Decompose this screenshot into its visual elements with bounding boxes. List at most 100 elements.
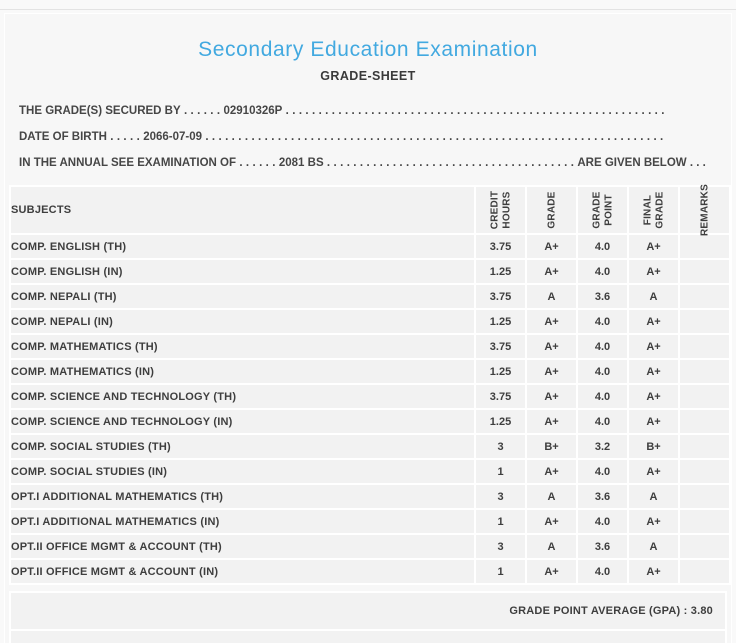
remarks-cell — [678, 408, 731, 435]
final-grade-cell: A+ — [627, 558, 680, 585]
grade-cell: A+ — [525, 358, 578, 385]
final-grade-cell: A — [627, 283, 680, 310]
remarks-cell — [678, 558, 731, 585]
final-grade-cell: A+ — [627, 233, 680, 260]
grade-point-cell: 4.0 — [576, 408, 629, 435]
grade-cell: B+ — [525, 433, 578, 460]
final-grade-cell: A+ — [627, 458, 680, 485]
credit-hours-cell: 1 — [474, 508, 527, 535]
credit-hours-cell: 1.25 — [474, 408, 527, 435]
remarks-cell — [678, 308, 731, 335]
grade-cell: A+ — [525, 308, 578, 335]
grade-sheet-panel: Secondary Education Examination GRADE-SH… — [4, 13, 732, 643]
grade-point-cell: 4.0 — [576, 508, 629, 535]
remarks-cell — [678, 433, 731, 460]
credit-hours-cell: 1.25 — [474, 258, 527, 285]
remarks-cell — [678, 358, 731, 385]
subject-cell: COMP. NEPALI (TH) — [9, 283, 476, 310]
credit-hours-cell: 3.75 — [474, 233, 527, 260]
subject-cell: OPT.II OFFICE MGMT & ACCOUNT (IN) — [9, 558, 476, 585]
grades-table-body: COMP. ENGLISH (TH) 3.75 A+ 4.0 A+ COMP. ENGLI… — [9, 233, 731, 585]
subject-cell: COMP. SOCIAL STUDIES (IN) — [9, 458, 476, 485]
page-title: Secondary Education Examination — [198, 38, 538, 61]
final-grade-cell: B+ — [627, 433, 680, 460]
date-of-birth-value: 2066-07-09 — [143, 131, 203, 143]
page-subtitle: GRADE-SHEET — [320, 69, 416, 83]
credit-hours-cell: 1 — [474, 558, 527, 585]
grade-cell: A+ — [525, 233, 578, 260]
table-row: OPT.I ADDITIONAL MATHEMATICS (IN) 1 A+ 4.0 A… — [9, 508, 731, 535]
subject-cell: COMP. ENGLISH (IN) — [9, 258, 476, 285]
grades-table: SUBJECTS CREDIT HOURS GRADE GRADE POINT … — [9, 184, 731, 585]
table-row: OPT.I ADDITIONAL MATHEMATICS (TH) 3 A 3.6 A — [9, 483, 731, 510]
remarks-cell — [678, 508, 731, 535]
examination-year-value: 2081 BS — [278, 157, 324, 169]
subject-cell: COMP. NEPALI (IN) — [9, 308, 476, 335]
grade-cell: A — [525, 533, 578, 560]
subject-cell: OPT.I ADDITIONAL MATHEMATICS (TH) — [9, 483, 476, 510]
table-row: OPT.II OFFICE MGMT & ACCOUNT (TH) 3 A 3.6 A — [9, 533, 731, 560]
grade-cell: A — [525, 483, 578, 510]
grade-cell: A+ — [525, 383, 578, 410]
final-grade-cell: A+ — [627, 258, 680, 285]
credit-hours-cell: 3 — [474, 483, 527, 510]
remarks-cell — [678, 233, 731, 260]
table-row: COMP. ENGLISH (TH) 3.75 A+ 4.0 A+ — [9, 233, 731, 260]
info-suffix: ARE GIVEN BELOW . . . — [577, 157, 706, 169]
dotted-leader: . . . . . . — [180, 105, 224, 117]
grade-cell: A+ — [525, 458, 578, 485]
grade-cell: A+ — [525, 558, 578, 585]
column-header-grade-point: GRADE POINT — [576, 185, 629, 235]
grade-cell: A+ — [525, 333, 578, 360]
info-line-date-of-birth: DATE OF BIRTH . . . . . 2066-07-09 . . .… — [19, 124, 731, 150]
info-line-grades-secured-by: THE GRADE(S) SECURED BY . . . . . . 0291… — [19, 98, 731, 124]
table-row: COMP. NEPALI (TH) 3.75 A 3.6 A — [9, 283, 731, 310]
grade-point-cell: 4.0 — [576, 308, 629, 335]
subject-cell: COMP. SCIENCE AND TECHNOLOGY (IN) — [9, 408, 476, 435]
dotted-leader: . . . . . . . . . . . . . . . . . . . . … — [323, 157, 578, 169]
table-row: COMP. SOCIAL STUDIES (IN) 1 A+ 4.0 A+ — [9, 458, 731, 485]
column-header-remarks: REMARKS — [678, 184, 731, 236]
column-header-subjects: SUBJECTS — [9, 185, 476, 235]
remarks-cell — [678, 383, 731, 410]
remarks-cell — [678, 533, 731, 560]
final-grade-cell: A+ — [627, 508, 680, 535]
info-label: IN THE ANNUAL SEE EXAMINATION OF — [19, 157, 237, 169]
subject-cell: COMP. MATHEMATICS (TH) — [9, 333, 476, 360]
grade-point-cell: 4.0 — [576, 458, 629, 485]
dotted-leader: . . . . . . . . . . . . . . . . . . . . … — [282, 105, 665, 117]
column-header-final-grade: FINAL GRADE — [627, 185, 680, 235]
table-row: COMP. MATHEMATICS (IN) 1.25 A+ 4.0 A+ — [9, 358, 731, 385]
credit-hours-cell: 1 — [474, 458, 527, 485]
credit-hours-cell: 3 — [474, 533, 527, 560]
table-row: COMP. NEPALI (IN) 1.25 A+ 4.0 A+ — [9, 308, 731, 335]
final-grade-cell: A+ — [627, 383, 680, 410]
dotted-leader: . . . . . . — [236, 157, 279, 169]
table-row: COMP. ENGLISH (IN) 1.25 A+ 4.0 A+ — [9, 258, 731, 285]
grade-point-cell: 4.0 — [576, 233, 629, 260]
dotted-leader: . . . . . . . . . . . . . . . . . . . . … — [202, 131, 664, 143]
subject-cell: COMP. SCIENCE AND TECHNOLOGY (TH) — [9, 383, 476, 410]
credit-hours-cell: 3.75 — [474, 333, 527, 360]
remarks-cell — [678, 258, 731, 285]
subject-cell: COMP. ENGLISH (TH) — [9, 233, 476, 260]
grade-point-cell: 4.0 — [576, 558, 629, 585]
subject-cell: OPT.II OFFICE MGMT & ACCOUNT (TH) — [9, 533, 476, 560]
final-grade-cell: A+ — [627, 308, 680, 335]
grade-point-cell: 4.0 — [576, 258, 629, 285]
gpa-label: GRADE POINT AVERAGE (GPA) : 3.80 — [509, 605, 713, 617]
table-header-row: SUBJECTS CREDIT HOURS GRADE GRADE POINT … — [9, 184, 731, 236]
grade-point-cell: 3.6 — [576, 283, 629, 310]
remarks-cell — [678, 483, 731, 510]
info-label: THE GRADE(S) SECURED BY — [19, 105, 181, 117]
final-grade-cell: A+ — [627, 408, 680, 435]
remarks-cell — [678, 458, 731, 485]
subject-cell: COMP. MATHEMATICS (IN) — [9, 358, 476, 385]
dotted-leader: . . . . . — [106, 131, 144, 143]
final-grade-cell: A — [627, 483, 680, 510]
credit-hours-cell: 1.25 — [474, 308, 527, 335]
grade-cell: A+ — [525, 408, 578, 435]
subject-cell: COMP. SOCIAL STUDIES (TH) — [9, 433, 476, 460]
footnote: 1. One Credit Hour equals 32 Clock Hours… — [9, 631, 727, 643]
table-row: COMP. SOCIAL STUDIES (TH) 3 B+ 3.2 B+ — [9, 433, 731, 460]
